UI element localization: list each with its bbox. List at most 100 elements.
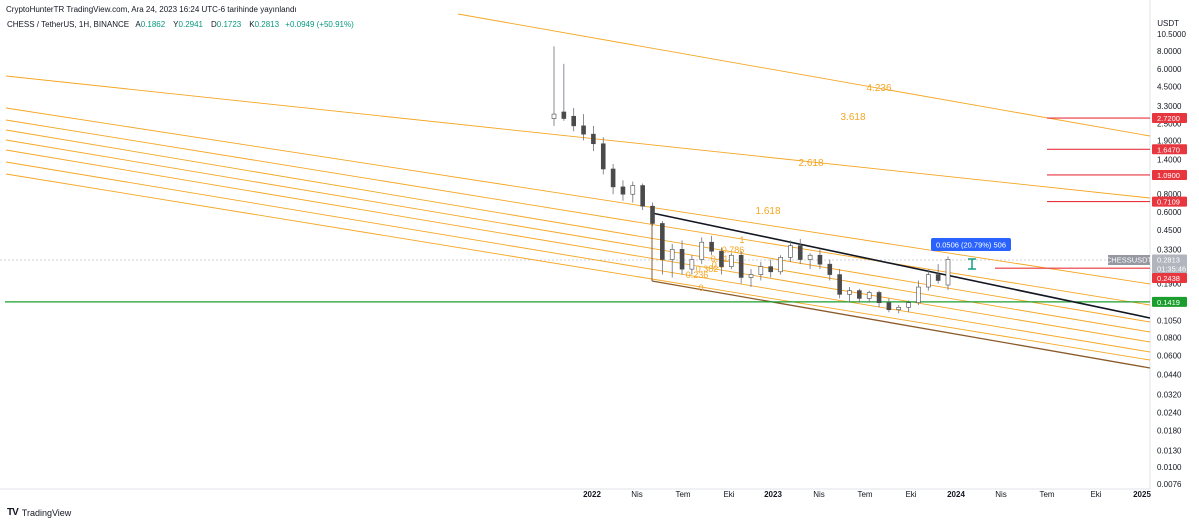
fib-channel-line[interactable] xyxy=(5,139,1151,333)
symbol-legend: CHESS / TetherUS, 1H, BINANCE A0.1862 Y0.… xyxy=(7,20,354,29)
price-tick-label: 0.0440 xyxy=(1157,371,1182,380)
candle-body xyxy=(640,185,645,207)
time-tick-label: Eki xyxy=(905,490,916,499)
candle-body xyxy=(886,302,892,311)
tradingview-icon: TV xyxy=(7,507,19,518)
candle-body xyxy=(660,223,665,260)
measure-tool[interactable] xyxy=(968,258,976,270)
candle-body xyxy=(581,125,586,135)
price-axis[interactable]: 10.5000 8.0000 6.0000 4.5000 3.3000 2.5000 1.9… xyxy=(1157,30,1186,489)
ohlc-value: 0.1862 xyxy=(140,20,166,29)
ohlc-label: D xyxy=(210,20,217,29)
price-tick-label: 2.5000 xyxy=(1157,119,1182,128)
candle-body xyxy=(788,245,793,258)
candle-body xyxy=(561,111,567,119)
candle-body xyxy=(620,186,626,195)
measure-tooltip-bg xyxy=(931,238,1011,251)
price-tick-label: 6.0000 xyxy=(1157,65,1182,74)
candle-body xyxy=(945,259,951,286)
time-tick-label: Nis xyxy=(813,490,825,499)
tradingview-logo[interactable]: TV TradingView xyxy=(7,507,71,518)
price-change: +0.0949 (+50.91%) xyxy=(285,20,354,29)
fib-level-label: 0.786 xyxy=(722,245,745,255)
price-tick-label: 0.0100 xyxy=(1157,463,1182,472)
symbol-badge: CHESSUSDT xyxy=(1106,255,1153,265)
fib-channel-line[interactable] xyxy=(5,129,1151,323)
candle-body xyxy=(719,250,724,267)
ohlc-value: 0.2941 xyxy=(178,20,203,29)
fib-channel-line[interactable] xyxy=(5,119,1151,306)
price-label-bg xyxy=(1152,296,1187,307)
candle-body xyxy=(797,245,803,260)
publisher-line: CryptoHunterTR TradingView.com, Ara 24, … xyxy=(6,5,297,14)
ohlc-values: A0.1862 Y0.2941 D0.1723 K0.2813 xyxy=(131,20,283,29)
price-tick-label: 0.0240 xyxy=(1157,408,1182,417)
price-label-text: 0.7109 xyxy=(1157,198,1180,207)
price-tick-label: 1.9000 xyxy=(1157,136,1182,145)
fib-channel[interactable]: 0.2360.3820.50.6180.78611.6182.6183.6184… xyxy=(5,13,1151,369)
candle-body xyxy=(817,254,823,265)
fib-level-label: 2.618 xyxy=(798,158,823,169)
time-tick-label: Tem xyxy=(1039,490,1054,499)
candle-body xyxy=(699,241,705,260)
ohlc-label: Y xyxy=(173,20,179,29)
time-tick-label: Nis xyxy=(631,490,643,499)
price-label-bg xyxy=(1152,273,1187,283)
price-tick-label: 0.3300 xyxy=(1157,245,1182,254)
fib-channel-line[interactable] xyxy=(457,13,1151,137)
price-tick-label: 0.6000 xyxy=(1157,208,1182,217)
candle-body xyxy=(679,249,685,270)
candle-body xyxy=(669,249,675,260)
price-tick-label: 0.0180 xyxy=(1157,426,1182,435)
candle-body xyxy=(630,185,636,195)
fib-level-label: 1 xyxy=(739,235,744,245)
time-tick-label: 2025 xyxy=(1133,490,1151,499)
fib-level-label: 0 xyxy=(698,283,703,293)
fib-level-label: 0.5 xyxy=(712,260,725,270)
price-label-bg xyxy=(1152,169,1187,180)
symbol-title[interactable]: CHESS / TetherUS, 1H, BINANCE xyxy=(7,20,130,29)
candle-series[interactable] xyxy=(551,46,951,314)
fib-channel-line[interactable] xyxy=(5,161,1151,353)
candle-body xyxy=(827,263,833,275)
candle-body xyxy=(709,241,714,252)
price-axis-labels: 2.72001.64701.09000.71090.281301:35:460.… xyxy=(1152,113,1187,307)
time-tick-label: Eki xyxy=(1090,490,1101,499)
fib-channel-line[interactable] xyxy=(5,75,1151,199)
candle-body xyxy=(689,259,695,270)
price-label-text: 0.1419 xyxy=(1157,298,1180,307)
horizontal-levels[interactable] xyxy=(5,117,1150,303)
ohlc-value: 0.1723 xyxy=(216,20,242,29)
fib-channel-baseline[interactable] xyxy=(651,280,1151,369)
candle-body xyxy=(551,113,557,119)
time-tick-label: 2024 xyxy=(947,490,965,499)
price-label-bg xyxy=(1152,254,1187,265)
candle-body xyxy=(935,274,941,281)
time-tick-label: 2022 xyxy=(583,490,601,499)
price-tick-label: 0.0076 xyxy=(1157,480,1182,489)
fib-channel-line[interactable] xyxy=(5,149,1151,343)
descending-trendline[interactable] xyxy=(651,212,1151,319)
price-tick-label: 0.1050 xyxy=(1157,317,1182,326)
price-tick-label: 4.5000 xyxy=(1157,83,1182,92)
price-label-bg xyxy=(1152,113,1187,124)
candle-body xyxy=(925,274,931,288)
price-label-text: 1.0900 xyxy=(1157,171,1180,180)
candle-body xyxy=(896,306,902,311)
price-label-text: 01:35:46 xyxy=(1157,265,1186,274)
price-label-text: 0.2438 xyxy=(1157,274,1180,283)
price-tick-label: 0.0800 xyxy=(1157,334,1182,343)
price-tick-label: 0.4500 xyxy=(1157,226,1182,235)
fib-channel-line[interactable] xyxy=(5,173,1151,361)
symbol-badge-bg xyxy=(1108,255,1150,265)
currency-label[interactable]: USDT xyxy=(1157,19,1179,28)
price-label-text: 0.2813 xyxy=(1157,256,1180,265)
time-axis[interactable]: 2022 Nis Tem Eki 2023 Nis Tem Eki 2024 Nis Tem Eki 2… xyxy=(583,490,1151,499)
fib-level-label: 4.236 xyxy=(866,83,891,94)
candle-body xyxy=(591,133,596,145)
candle-body xyxy=(866,292,872,299)
time-tick-label: Tem xyxy=(675,490,690,499)
fib-channel-line[interactable] xyxy=(5,107,1151,285)
price-tick-label: 0.8000 xyxy=(1157,190,1182,199)
